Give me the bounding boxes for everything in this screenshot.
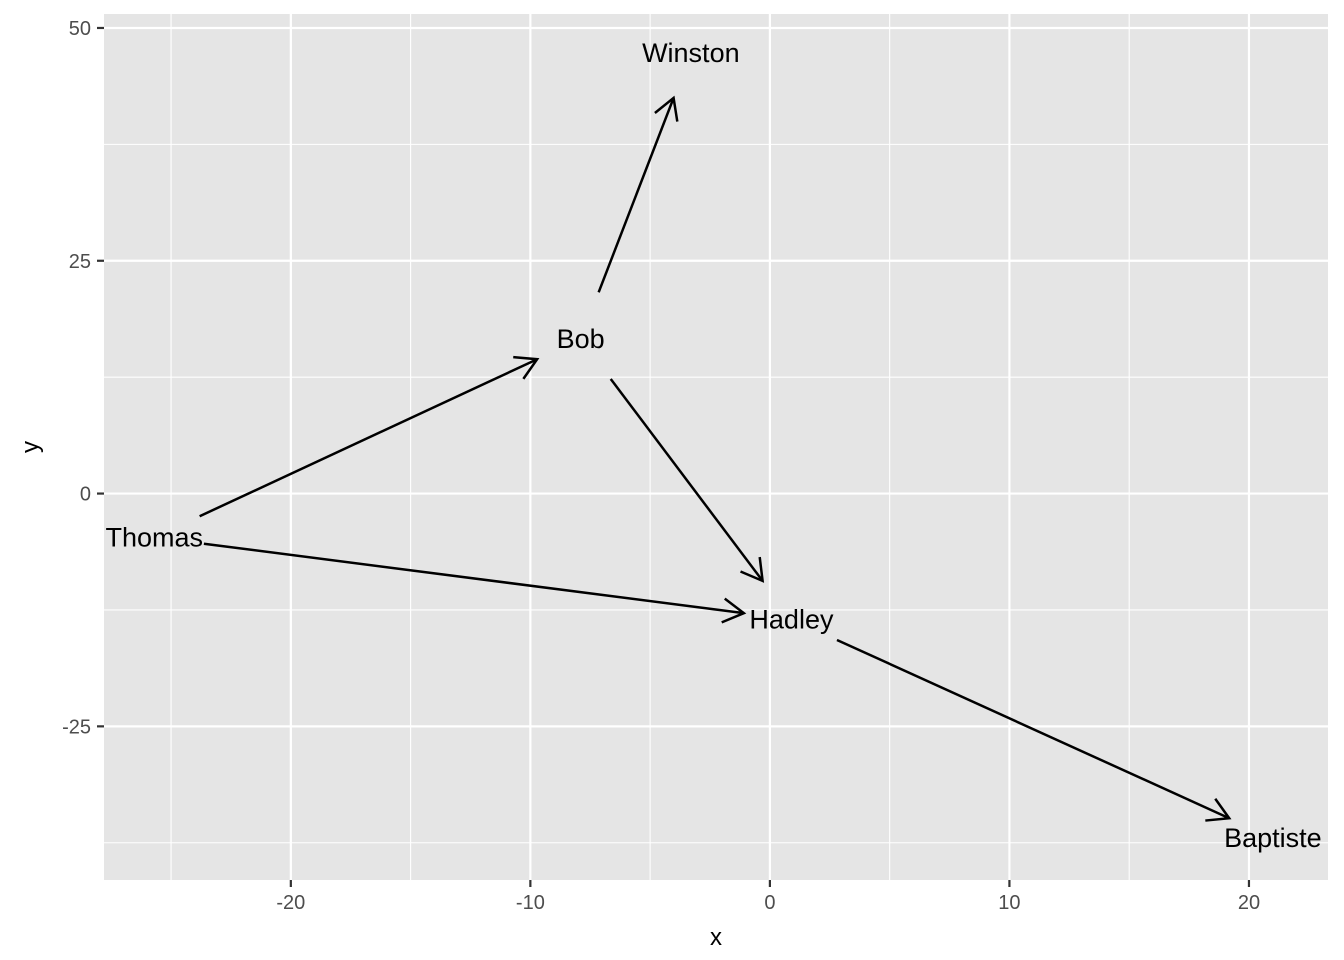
x-tick-label: 0 [764,892,775,914]
node-labels: Winston Bob Thomas Hadley Baptiste [106,38,1322,853]
y-tick-label: 25 [69,251,91,273]
edge-thomas-to-bob [199,358,538,518]
y-tick-label: 0 [80,484,91,506]
major-gridlines [104,14,1328,880]
edges [199,95,1232,822]
x-axis-title: x [710,924,722,951]
y-tick-label: -25 [62,716,91,738]
arrowhead [721,597,747,624]
plot-panel [104,14,1328,880]
axis-ticks: -20 -10 0 10 20 -25 0 25 50 [62,18,1260,914]
node-label-bob: Bob [557,324,605,354]
y-axis-title: y [17,441,44,453]
edge-bob-to-winston [597,97,675,293]
node-label-baptiste: Baptiste [1224,823,1322,853]
edge-bob-to-hadley [609,378,764,582]
x-tick-label: -10 [516,892,545,914]
edge-hadley-to-baptiste [836,638,1230,820]
arrowhead [740,556,765,583]
x-tick-label: -20 [276,892,305,914]
arrowhead [654,95,679,122]
node-label-hadley: Hadley [749,604,834,634]
arrowhead [1205,797,1232,822]
edge-thomas-to-hadley [203,542,745,615]
x-tick-label: 10 [998,892,1020,914]
node-label-winston: Winston [642,38,740,68]
y-tick-label: 50 [69,18,91,40]
x-tick-label: 20 [1238,892,1260,914]
arrowhead [513,355,540,380]
node-label-thomas: Thomas [106,522,204,552]
